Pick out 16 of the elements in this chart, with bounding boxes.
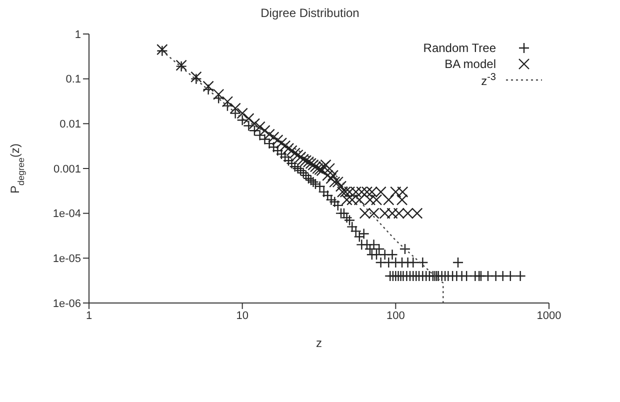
y-tick-label: 1e-05 — [52, 253, 81, 266]
y-tick-label: 0.01 — [60, 118, 81, 131]
x-tick-label: 100 — [386, 310, 405, 322]
y-tick-label: 1e-04 — [52, 208, 81, 220]
chart-title: Digree Distribution — [260, 6, 360, 20]
x-tick-label: 1 — [86, 310, 92, 322]
legend-label: z$^{-3}$ — [481, 72, 496, 88]
y-tick-label: 1e-06 — [52, 298, 81, 310]
x-axis-title: z — [316, 336, 322, 350]
x-tick-label: 10 — [236, 310, 248, 322]
x-tick-label: 1000 — [536, 310, 562, 322]
y-tick-label: 1 — [74, 28, 81, 41]
legend-label: Random Tree — [423, 41, 496, 55]
y-tick-label: 0.001 — [53, 163, 81, 176]
legend-label: BA model — [444, 57, 496, 71]
y-tick-label: 0.1 — [66, 74, 81, 86]
